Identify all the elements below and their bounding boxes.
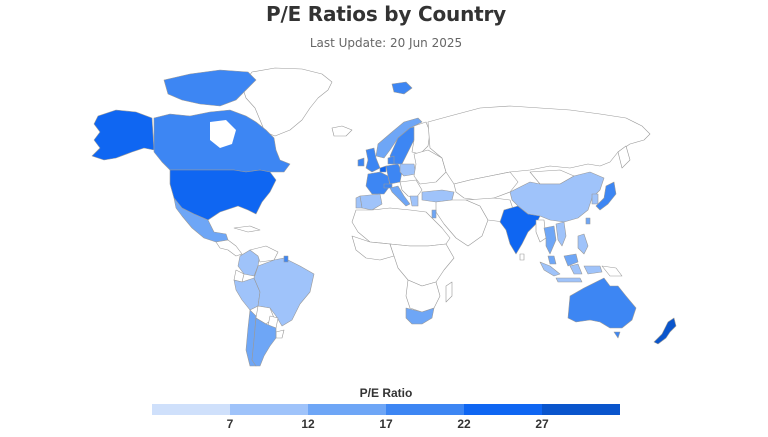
legend-bin-5 bbox=[464, 404, 542, 415]
country-finland[interactable] bbox=[411, 121, 431, 155]
country-switzerland[interactable] bbox=[383, 183, 393, 189]
country-argentina[interactable] bbox=[251, 317, 277, 367]
country-ireland[interactable] bbox=[357, 157, 365, 167]
world-map bbox=[70, 60, 710, 370]
legend-tick-17: 17 bbox=[379, 417, 393, 431]
world-map-svg bbox=[91, 67, 677, 367]
country-uruguay[interactable] bbox=[275, 329, 285, 339]
country-north-africa[interactable] bbox=[351, 207, 451, 247]
legend-bin-1 bbox=[152, 404, 230, 415]
legend-title: P/E Ratio bbox=[359, 386, 413, 400]
country-malaysia[interactable] bbox=[547, 253, 579, 267]
country-japan[interactable] bbox=[595, 181, 617, 211]
country-thailand[interactable] bbox=[543, 225, 557, 255]
country-poland[interactable] bbox=[399, 163, 417, 177]
last-update-subtitle: Last Update: 20 Jun 2025 bbox=[309, 36, 463, 50]
country-spain[interactable] bbox=[359, 193, 383, 211]
legend-tick-7: 7 bbox=[226, 417, 234, 431]
country-israel[interactable] bbox=[431, 209, 437, 219]
country-papua-new-guinea[interactable] bbox=[601, 265, 623, 277]
legend-tick-22: 22 bbox=[457, 417, 471, 431]
chart-title: P/E Ratios by Country bbox=[266, 2, 506, 26]
legend-bin-3 bbox=[308, 404, 386, 415]
country-usa-alaska[interactable] bbox=[91, 109, 155, 161]
legend-tick-12: 12 bbox=[301, 417, 315, 431]
country-myanmar[interactable] bbox=[535, 219, 547, 243]
country-madagascar[interactable] bbox=[445, 281, 453, 303]
country-australia-tasmania[interactable] bbox=[613, 331, 621, 339]
country-denmark[interactable] bbox=[387, 155, 395, 165]
country-greenland[interactable] bbox=[241, 67, 333, 137]
country-united-kingdom[interactable] bbox=[365, 147, 381, 173]
country-greece[interactable] bbox=[409, 195, 419, 207]
country-central-africa[interactable] bbox=[389, 243, 455, 287]
country-italy[interactable] bbox=[389, 185, 411, 207]
country-cuba[interactable] bbox=[233, 225, 261, 233]
hudson-bay bbox=[210, 120, 236, 148]
country-svalbard[interactable] bbox=[391, 81, 413, 95]
country-french-guiana[interactable] bbox=[283, 255, 289, 263]
country-sri-lanka[interactable] bbox=[519, 253, 525, 261]
country-portugal[interactable] bbox=[355, 195, 363, 209]
country-russia-kamchatka[interactable] bbox=[617, 145, 631, 169]
country-vietnam[interactable] bbox=[555, 221, 567, 247]
country-philippines[interactable] bbox=[577, 233, 589, 255]
legend-bin-6 bbox=[542, 404, 620, 415]
country-taiwan[interactable] bbox=[585, 217, 591, 225]
legend-tick-27: 27 bbox=[535, 417, 549, 431]
country-iceland[interactable] bbox=[331, 125, 353, 137]
country-west-africa[interactable] bbox=[351, 235, 395, 261]
country-middle-east[interactable] bbox=[435, 199, 489, 247]
color-legend: P/E Ratio 7 12 17 22 27 bbox=[152, 385, 620, 435]
country-australia[interactable] bbox=[567, 277, 637, 329]
country-eastern-europe[interactable] bbox=[413, 149, 447, 185]
country-netherlands[interactable] bbox=[379, 165, 387, 173]
legend-bin-4 bbox=[386, 404, 464, 415]
country-south-korea[interactable] bbox=[591, 193, 599, 205]
country-brazil[interactable] bbox=[253, 257, 315, 327]
legend-bin-2 bbox=[230, 404, 308, 415]
country-south-africa[interactable] bbox=[405, 307, 435, 325]
country-china[interactable] bbox=[509, 171, 605, 223]
country-central-america[interactable] bbox=[215, 239, 243, 257]
country-indonesia[interactable] bbox=[539, 261, 603, 283]
country-canada-arctic[interactable] bbox=[163, 69, 257, 107]
country-new-zealand[interactable] bbox=[653, 317, 677, 345]
legend-color-bar bbox=[152, 404, 620, 415]
country-france[interactable] bbox=[365, 171, 391, 195]
